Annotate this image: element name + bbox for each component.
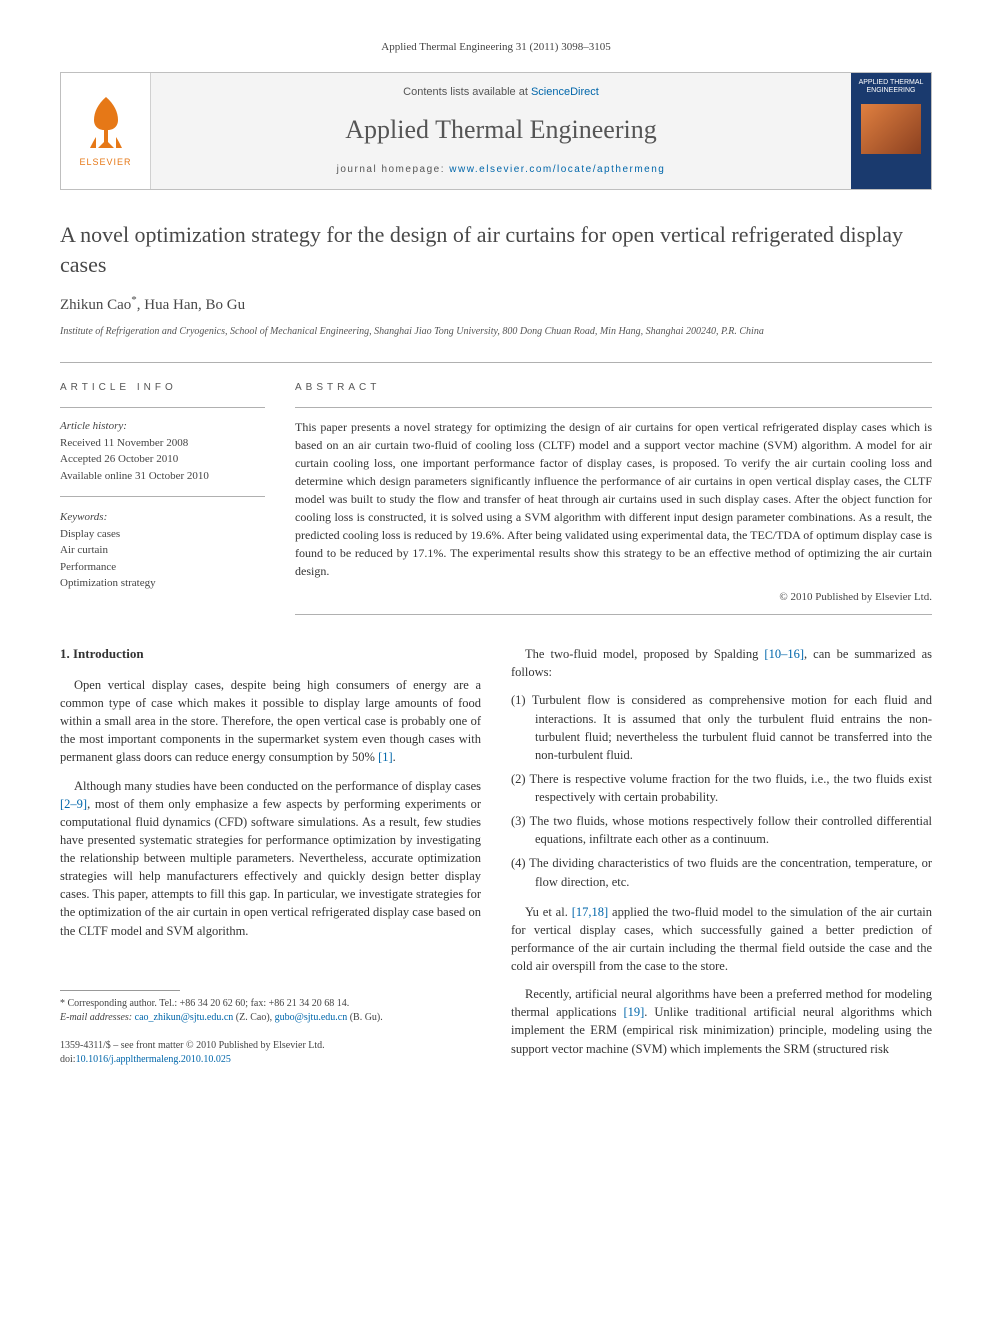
cover-thumb-title: APPLIED THERMAL ENGINEERING bbox=[855, 79, 927, 96]
keyword: Performance bbox=[60, 559, 265, 576]
keyword: Optimization strategy bbox=[60, 575, 265, 592]
numbered-list: (1) Turbulent flow is considered as comp… bbox=[511, 691, 932, 890]
author-affiliation: Institute of Refrigeration and Cryogenic… bbox=[60, 325, 932, 340]
journal-homepage-line: journal homepage: www.elsevier.com/locat… bbox=[337, 163, 666, 178]
cover-thumb-image bbox=[861, 104, 921, 154]
journal-masthead: ELSEVIER Contents lists available at Sci… bbox=[60, 72, 932, 190]
body-paragraph: Although many studies have been conducte… bbox=[60, 777, 481, 940]
keywords-block: Keywords: Display cases Air curtain Perf… bbox=[60, 509, 265, 592]
history-label: Article history: bbox=[60, 418, 265, 435]
footnote-contact: * Corresponding author. Tel.: +86 34 20 … bbox=[60, 997, 481, 1011]
abstract-text: This paper presents a novel strategy for… bbox=[295, 418, 932, 580]
contents-available-line: Contents lists available at ScienceDirec… bbox=[403, 85, 599, 101]
info-divider bbox=[60, 496, 265, 497]
homepage-prefix: journal homepage: bbox=[337, 164, 450, 175]
citation-link[interactable]: [2–9] bbox=[60, 797, 87, 811]
article-history-block: Article history: Received 11 November 20… bbox=[60, 418, 265, 484]
online-date: Available online 31 October 2010 bbox=[60, 468, 265, 485]
body-paragraph: Open vertical display cases, despite bei… bbox=[60, 676, 481, 767]
body-paragraph: The two-fluid model, proposed by Spaldin… bbox=[511, 645, 932, 681]
body-paragraph: Yu et al. [17,18] applied the two-fluid … bbox=[511, 903, 932, 976]
info-divider bbox=[60, 407, 265, 408]
citation-line: Applied Thermal Engineering 31 (2011) 30… bbox=[60, 40, 932, 56]
abstract-column: ABSTRACT This paper presents a novel str… bbox=[295, 381, 932, 615]
journal-name: Applied Thermal Engineering bbox=[345, 111, 656, 149]
info-abstract-row: ARTICLE INFO Article history: Received 1… bbox=[60, 381, 932, 615]
abstract-bottom-divider bbox=[295, 614, 932, 615]
sciencedirect-link[interactable]: ScienceDirect bbox=[531, 86, 599, 98]
received-date: Received 11 November 2008 bbox=[60, 435, 265, 452]
abstract-divider bbox=[295, 407, 932, 408]
abstract-copyright: © 2010 Published by Elsevier Ltd. bbox=[295, 590, 932, 606]
accepted-date: Accepted 26 October 2010 bbox=[60, 451, 265, 468]
keywords-label: Keywords: bbox=[60, 509, 265, 526]
keyword: Air curtain bbox=[60, 542, 265, 559]
list-item: (4) The dividing characteristics of two … bbox=[511, 854, 932, 890]
citation-link[interactable]: [17,18] bbox=[572, 905, 608, 919]
journal-cover-thumbnail: APPLIED THERMAL ENGINEERING bbox=[851, 73, 931, 189]
citation-link[interactable]: [19] bbox=[623, 1005, 644, 1019]
article-info-label: ARTICLE INFO bbox=[60, 381, 265, 396]
list-item: (1) Turbulent flow is considered as comp… bbox=[511, 691, 932, 764]
article-info-column: ARTICLE INFO Article history: Received 1… bbox=[60, 381, 265, 615]
journal-homepage-link[interactable]: www.elsevier.com/locate/apthermeng bbox=[449, 164, 665, 175]
article-title: A novel optimization strategy for the de… bbox=[60, 220, 932, 279]
keyword: Display cases bbox=[60, 526, 265, 543]
author-list: Zhikun Cao*, Hua Han, Bo Gu bbox=[60, 293, 932, 317]
publisher-logo-block: ELSEVIER bbox=[61, 73, 151, 189]
masthead-center: Contents lists available at ScienceDirec… bbox=[151, 73, 851, 189]
footnote-emails: E-mail addresses: cao_zhikun@sjtu.edu.cn… bbox=[60, 1011, 481, 1025]
citation-link[interactable]: [10–16] bbox=[764, 647, 804, 661]
list-item: (3) The two fluids, whose motions respec… bbox=[511, 812, 932, 848]
publisher-name: ELSEVIER bbox=[79, 156, 131, 169]
contents-prefix: Contents lists available at bbox=[403, 86, 531, 98]
introduction-heading: 1. Introduction bbox=[60, 645, 481, 664]
citation-link[interactable]: [1] bbox=[378, 750, 393, 764]
email-link[interactable]: cao_zhikun@sjtu.edu.cn bbox=[135, 1012, 234, 1023]
article-body-columns: 1. Introduction Open vertical display ca… bbox=[60, 645, 932, 1068]
doi-link[interactable]: 10.1016/j.applthermaleng.2010.10.025 bbox=[76, 1054, 231, 1065]
front-matter-line: 1359-4311/$ – see front matter © 2010 Pu… bbox=[60, 1039, 481, 1053]
body-paragraph: Recently, artificial neural algorithms h… bbox=[511, 985, 932, 1058]
footnote-separator bbox=[60, 990, 180, 991]
abstract-label: ABSTRACT bbox=[295, 381, 932, 396]
doi-line: doi:10.1016/j.applthermaleng.2010.10.025 bbox=[60, 1053, 481, 1067]
elsevier-tree-icon bbox=[76, 92, 136, 152]
footer-metadata: 1359-4311/$ – see front matter © 2010 Pu… bbox=[60, 1039, 481, 1067]
section-divider bbox=[60, 362, 932, 363]
list-item: (2) There is respective volume fraction … bbox=[511, 770, 932, 806]
corresponding-author-footnote: * Corresponding author. Tel.: +86 34 20 … bbox=[60, 997, 481, 1025]
email-link[interactable]: gubo@sjtu.edu.cn bbox=[275, 1012, 348, 1023]
